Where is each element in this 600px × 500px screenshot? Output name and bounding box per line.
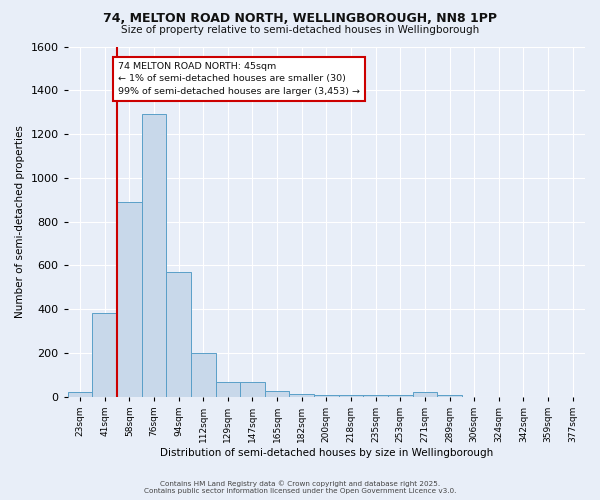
Bar — [413, 392, 437, 396]
Bar — [68, 392, 92, 396]
Bar — [166, 272, 191, 396]
Bar — [117, 202, 142, 396]
Bar — [92, 314, 117, 396]
Bar — [215, 382, 240, 396]
Bar — [191, 353, 215, 397]
Bar — [265, 391, 289, 396]
Bar — [142, 114, 166, 396]
Text: 74, MELTON ROAD NORTH, WELLINGBOROUGH, NN8 1PP: 74, MELTON ROAD NORTH, WELLINGBOROUGH, N… — [103, 12, 497, 26]
Text: Contains HM Land Registry data © Crown copyright and database right 2025.
Contai: Contains HM Land Registry data © Crown c… — [144, 480, 456, 494]
Text: Size of property relative to semi-detached houses in Wellingborough: Size of property relative to semi-detach… — [121, 25, 479, 35]
X-axis label: Distribution of semi-detached houses by size in Wellingborough: Distribution of semi-detached houses by … — [160, 448, 493, 458]
Y-axis label: Number of semi-detached properties: Number of semi-detached properties — [15, 125, 25, 318]
Bar — [240, 382, 265, 396]
Bar — [289, 394, 314, 396]
Text: 74 MELTON ROAD NORTH: 45sqm
← 1% of semi-detached houses are smaller (30)
99% of: 74 MELTON ROAD NORTH: 45sqm ← 1% of semi… — [118, 62, 360, 96]
